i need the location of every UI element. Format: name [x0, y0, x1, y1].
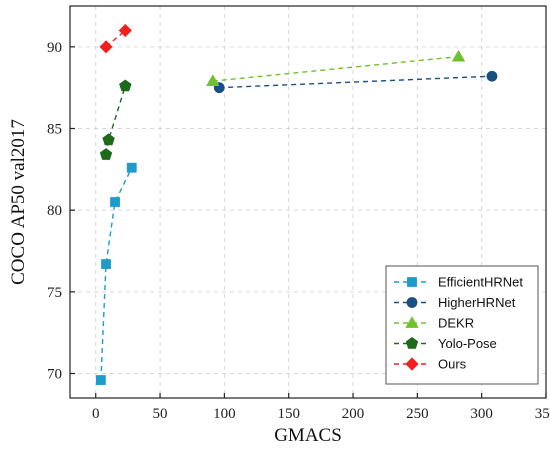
series-dekr: [206, 49, 466, 87]
series-ours: [99, 23, 132, 54]
data-point: [451, 49, 466, 62]
x-tick-label: 150: [277, 406, 300, 422]
series-efficienthrnet: [95, 162, 137, 385]
y-tick-label: 90: [47, 40, 62, 56]
data-point: [119, 79, 132, 92]
data-point: [126, 162, 137, 173]
data-point: [99, 148, 113, 160]
data-point: [110, 197, 120, 207]
series-line: [100, 167, 133, 381]
legend-marker: [406, 297, 418, 308]
series-yolo-pose: [99, 79, 132, 160]
y-tick-label: 70: [47, 367, 62, 383]
legend-entry: Yolo-Pose: [394, 336, 497, 351]
y-tick-label: 80: [47, 203, 62, 219]
legend-label: EfficientHRNet: [438, 275, 523, 290]
x-tick-label: 250: [406, 406, 429, 422]
x-tick-label: 200: [342, 406, 365, 422]
y-tick-label: 75: [47, 285, 62, 301]
legend-entry: EfficientHRNet: [394, 275, 523, 290]
data-point: [102, 133, 115, 146]
plot-series: [95, 23, 498, 385]
y-tick-label: 85: [47, 122, 62, 138]
series-line: [219, 75, 493, 89]
legend-label: DEKR: [438, 316, 474, 331]
legend-label: Ours: [438, 357, 467, 372]
legend-label: HigherHRNet: [438, 295, 516, 310]
legend-marker: [407, 277, 417, 287]
legend-entry: DEKR: [394, 316, 474, 331]
legend: EfficientHRNet HigherHRNet DEKR Yolo-Pose Ou…: [385, 265, 539, 385]
legend-label: Yolo-Pose: [438, 336, 497, 351]
legend-entry: HigherHRNet: [394, 295, 516, 310]
x-tick-label: 50: [153, 406, 168, 422]
y-axis-title: COCO AP50 val2017: [8, 119, 29, 285]
data-point: [206, 74, 220, 87]
series-higherhrnet: [213, 70, 498, 94]
legend-marker: [405, 357, 419, 371]
axis-ticks: 0 50 100 150 200 250 300 350 70 75 80 85 90: [47, 40, 550, 422]
series-line: [212, 55, 459, 82]
x-tick-label: 300: [470, 406, 493, 422]
data-point: [118, 23, 132, 38]
x-tick-label: 350: [535, 406, 550, 422]
plot-frame: [69, 5, 547, 399]
x-tick-label: 0: [92, 406, 100, 422]
data-point: [486, 70, 498, 82]
data-point: [95, 375, 106, 385]
data-point: [101, 259, 111, 269]
x-axis-title: GMACS: [274, 425, 342, 446]
legend-marker: [405, 316, 419, 328]
data-point: [99, 40, 113, 54]
legend-entry: Ours: [394, 357, 467, 372]
legend-marker: [405, 337, 419, 349]
x-tick-label: 100: [213, 406, 236, 422]
